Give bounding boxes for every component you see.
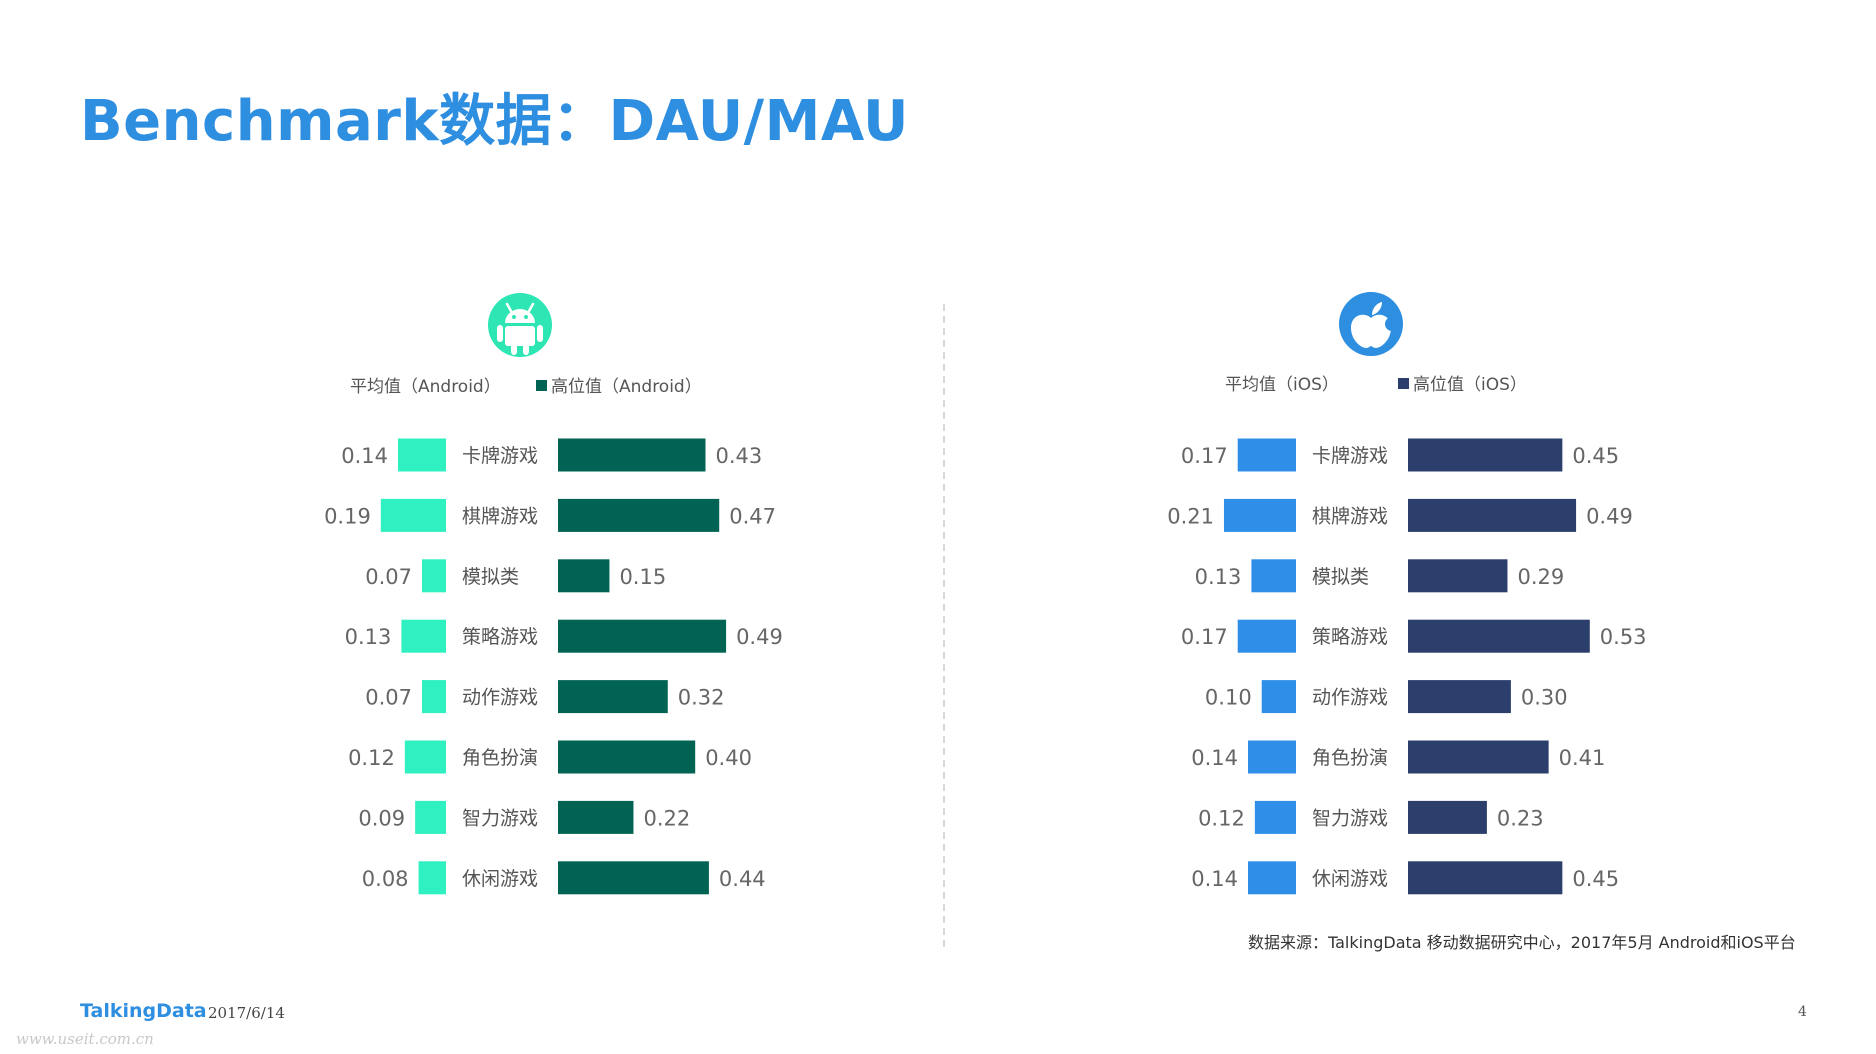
ios-category-label: 卡牌游戏 (1312, 445, 1388, 467)
watermark: www.useit.com.cn (16, 1030, 154, 1048)
android-chart: 平均值（Android） 高位值（Android） 0.14 卡牌游戏 0.43 0.19… (324, 377, 783, 895)
android-avg-label: 0.19 (324, 504, 371, 528)
ios-legend-avg: 平均值（iOS） (1225, 375, 1339, 395)
ios-high-bar (1408, 559, 1508, 593)
ios-avg-bar (1247, 861, 1296, 895)
ios-avg-label: 0.10 (1205, 686, 1252, 710)
ios-high-label: 0.45 (1572, 867, 1619, 891)
ios-high-bar (1408, 861, 1563, 895)
android-high-label: 0.40 (705, 746, 752, 770)
android-category-label: 卡牌游戏 (462, 445, 538, 467)
android-avg-bar (380, 498, 446, 532)
ios-category-label: 角色扮演 (1312, 747, 1388, 769)
android-high-label: 0.22 (643, 806, 690, 830)
android-avg-label: 0.14 (341, 444, 388, 468)
ios-legend-high: 高位值（iOS） (1413, 375, 1527, 395)
ios-high-label: 0.30 (1521, 686, 1568, 710)
ios-avg-bar (1261, 680, 1296, 714)
ios-high-label: 0.23 (1497, 806, 1544, 830)
page-title: Benchmark数据：DAU/MAU (80, 89, 909, 154)
android-avg-label: 0.12 (348, 746, 395, 770)
android-high-bar (558, 559, 610, 593)
ios-category-label: 棋牌游戏 (1312, 505, 1388, 527)
android-high-bar (558, 438, 706, 472)
android-category-label: 棋牌游戏 (462, 505, 538, 527)
android-high-label: 0.49 (736, 625, 783, 649)
android-icon (488, 293, 552, 357)
ios-high-label: 0.49 (1586, 504, 1633, 528)
ios-avg-label: 0.12 (1198, 806, 1245, 830)
android-high-bar (558, 740, 696, 774)
android-high-label: 0.43 (715, 444, 762, 468)
android-avg-label: 0.07 (365, 686, 412, 710)
android-avg-label: 0.13 (345, 625, 392, 649)
ios-high-bar (1408, 498, 1577, 532)
android-high-bar (558, 680, 668, 714)
ios-high-label: 0.29 (1517, 565, 1564, 589)
android-avg-label: 0.08 (362, 867, 409, 891)
android-avg-label: 0.09 (358, 806, 405, 830)
ios-avg-label: 0.13 (1195, 565, 1242, 589)
android-avg-bar (415, 800, 446, 834)
android-high-label: 0.32 (678, 686, 725, 710)
ios-high-bar (1408, 740, 1549, 774)
ios-category-label: 模拟类 (1312, 566, 1369, 588)
android-avg-bar (421, 559, 446, 593)
android-legend-avg: 平均值（Android） (350, 377, 501, 397)
ios-legend-high-swatch (1398, 378, 1409, 389)
ios-high-bar (1408, 619, 1590, 653)
android-category-label: 休闲游戏 (462, 868, 538, 890)
android-category-label: 角色扮演 (462, 747, 538, 769)
ios-avg-label: 0.17 (1181, 625, 1228, 649)
ios-high-label: 0.45 (1572, 444, 1619, 468)
android-high-label: 0.47 (729, 504, 776, 528)
android-high-bar (558, 619, 727, 653)
ios-avg-label: 0.14 (1191, 746, 1238, 770)
ios-avg-bar (1254, 800, 1296, 834)
ios-avg-bar (1251, 559, 1296, 593)
source-note: 数据来源：TalkingData 移动数据研究中心，2017年5月 Androi… (1248, 933, 1796, 952)
ios-chart: 平均值（iOS） 高位值（iOS） 0.17 卡牌游戏 0.45 0.21 棋牌游戏 0.49… (1167, 375, 1647, 895)
android-high-bar (558, 861, 709, 895)
android-category-label: 模拟类 (462, 566, 519, 588)
footer-logo: TalkingData (80, 1000, 207, 1022)
ios-avg-label: 0.21 (1167, 504, 1214, 528)
android-legend-high: 高位值（Android） (551, 377, 702, 397)
android-category-label: 策略游戏 (462, 626, 538, 648)
android-high-bar (558, 498, 720, 532)
android-avg-label: 0.07 (365, 565, 412, 589)
ios-avg-bar (1237, 619, 1296, 653)
ios-avg-bar (1237, 438, 1296, 472)
page-number: 4 (1798, 1004, 1807, 1020)
android-high-bar (558, 800, 634, 834)
android-legend-high-swatch (536, 380, 547, 391)
ios-category-label: 策略游戏 (1312, 626, 1388, 648)
ios-high-bar (1408, 438, 1563, 472)
ios-high-bar (1408, 800, 1487, 834)
android-high-label: 0.15 (619, 565, 666, 589)
ios-avg-bar (1223, 498, 1296, 532)
android-avg-bar (418, 861, 446, 895)
apple-icon (1339, 292, 1403, 356)
ios-category-label: 智力游戏 (1312, 807, 1388, 829)
android-avg-bar (404, 740, 446, 774)
ios-high-label: 0.41 (1559, 746, 1606, 770)
ios-high-bar (1408, 680, 1511, 714)
ios-avg-label: 0.14 (1191, 867, 1238, 891)
ios-avg-bar (1247, 740, 1296, 774)
footer-date: 2017/6/14 (208, 1004, 285, 1022)
ios-category-label: 休闲游戏 (1312, 868, 1388, 890)
ios-avg-label: 0.17 (1181, 444, 1228, 468)
android-category-label: 智力游戏 (462, 807, 538, 829)
android-avg-bar (401, 619, 446, 653)
android-avg-bar (397, 438, 446, 472)
android-category-label: 动作游戏 (462, 687, 538, 709)
ios-high-label: 0.53 (1600, 625, 1647, 649)
android-avg-bar (421, 680, 446, 714)
android-high-label: 0.44 (719, 867, 766, 891)
ios-category-label: 动作游戏 (1312, 687, 1388, 709)
